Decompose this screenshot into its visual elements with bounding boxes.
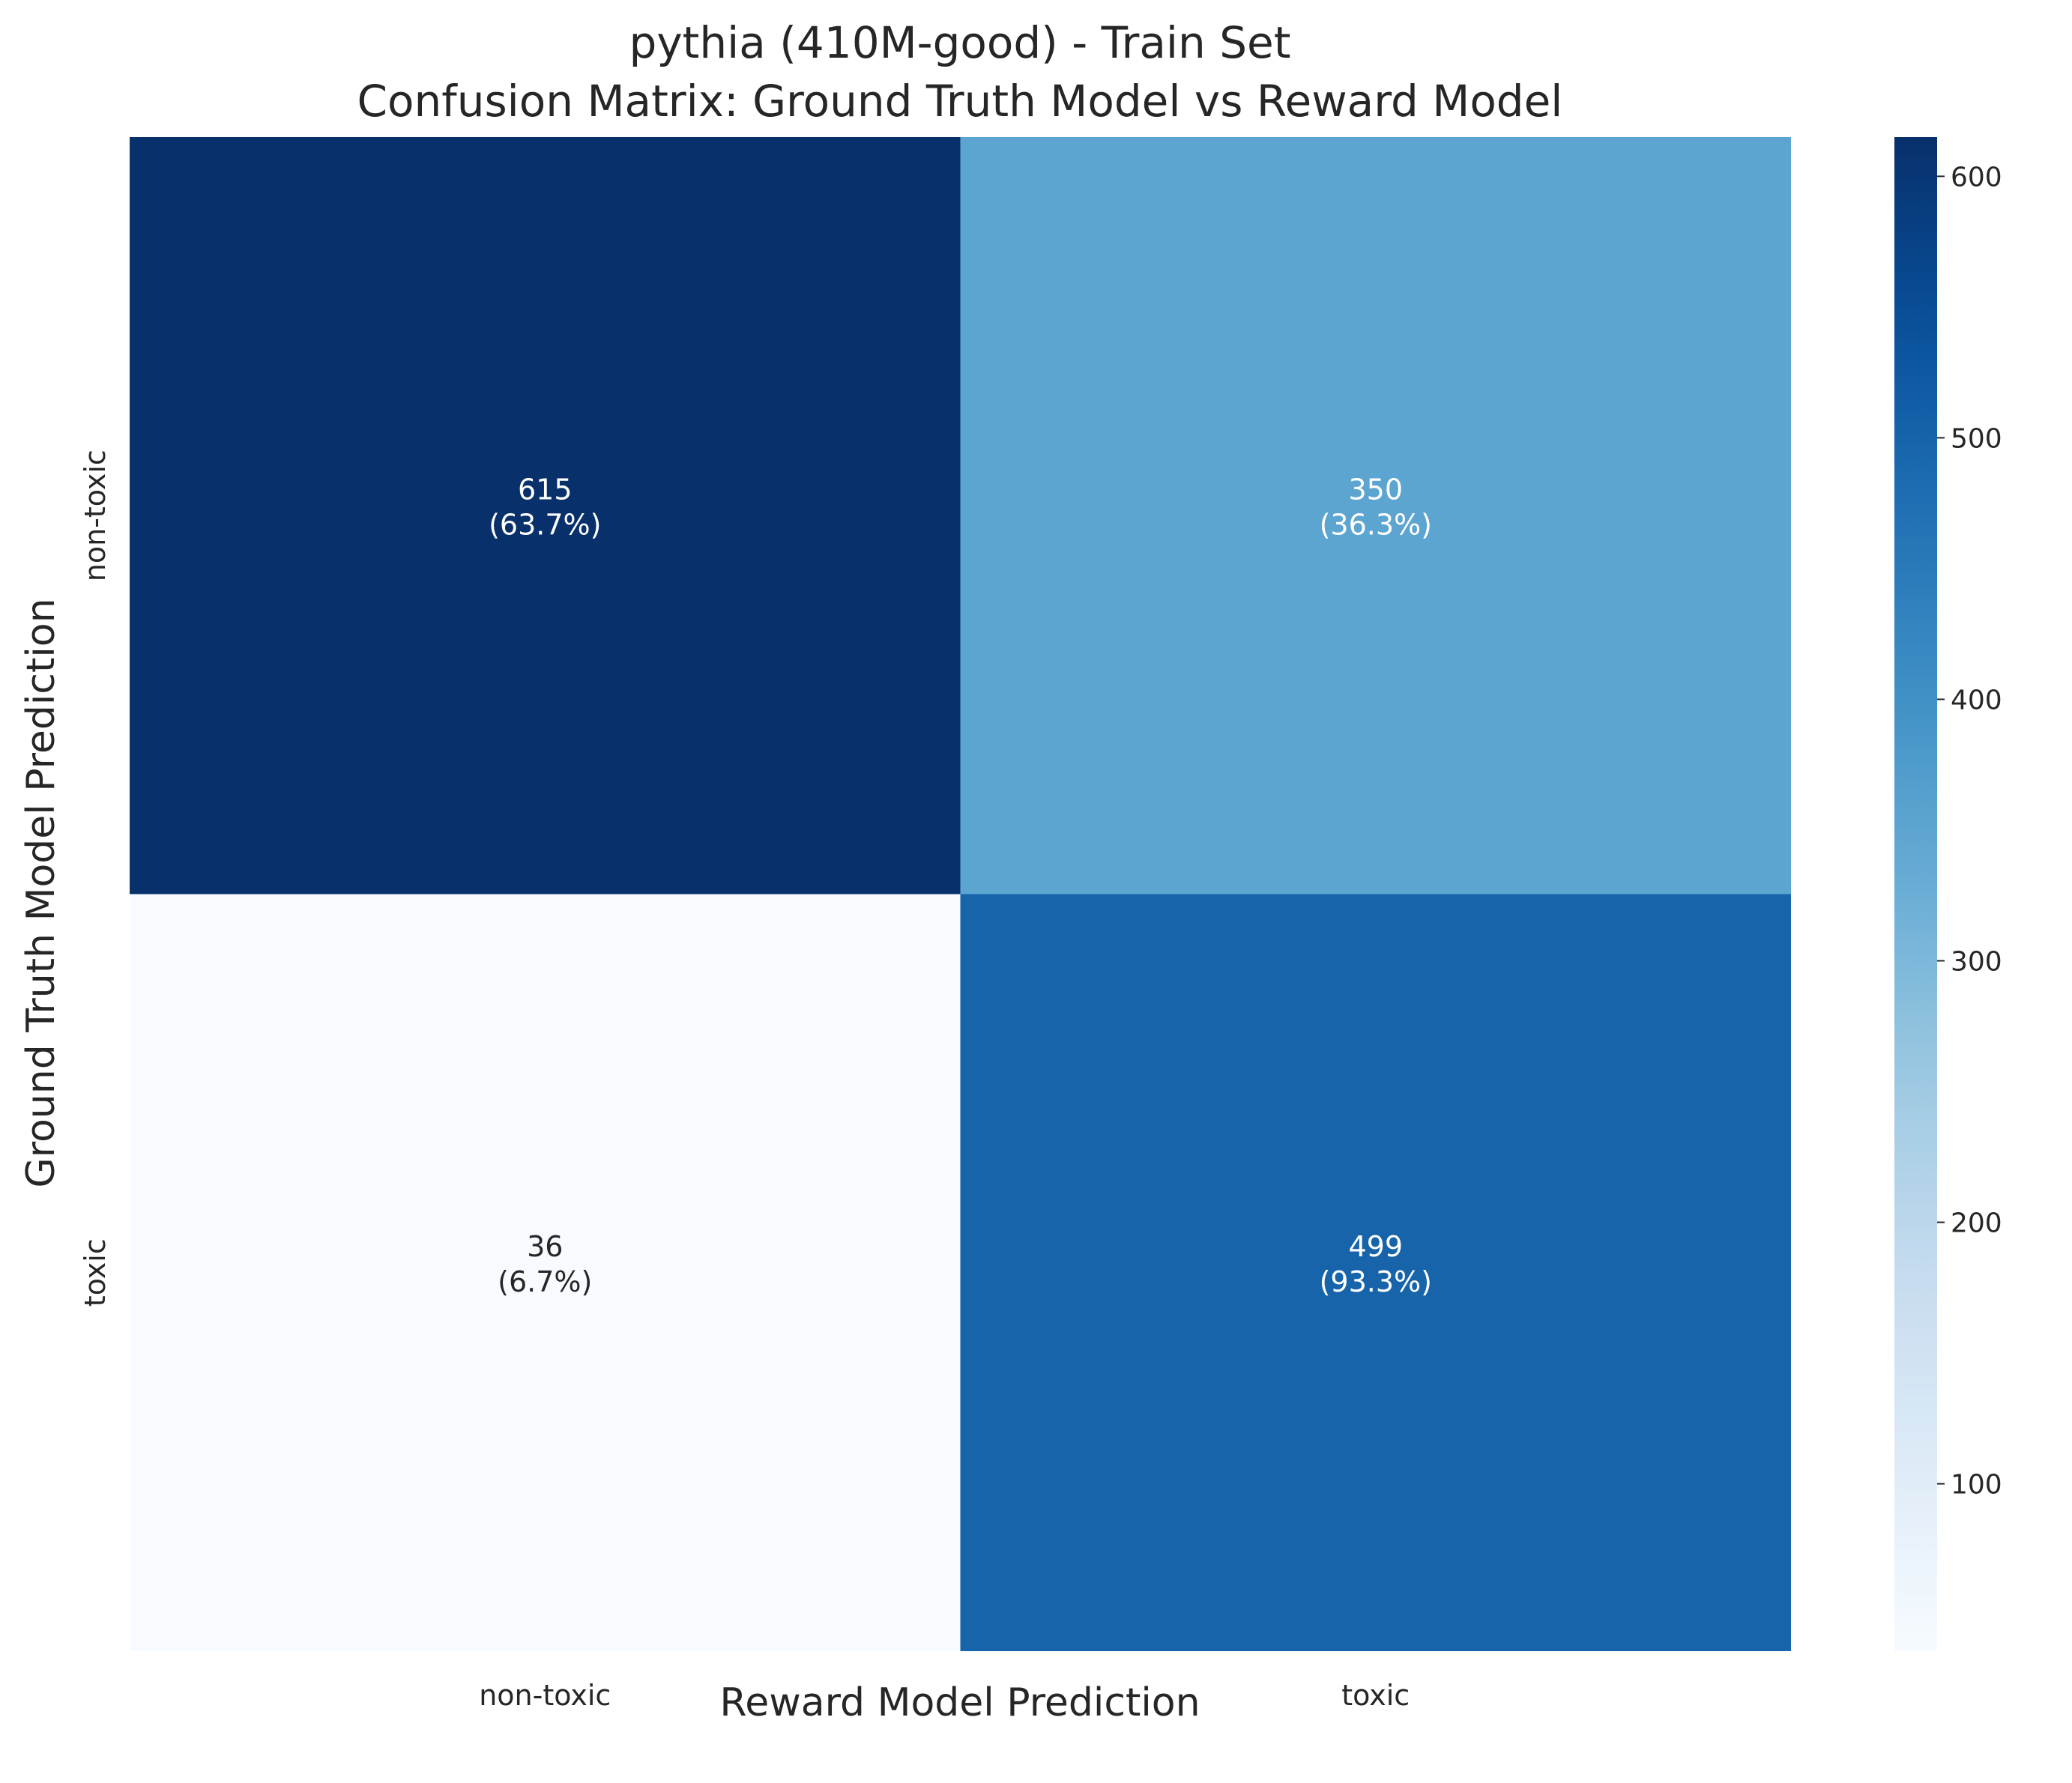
colorbar-tick-label: 600 xyxy=(1951,162,2002,193)
cell-percent-1-1: (93.3%) xyxy=(1320,1265,1432,1298)
colorbar-tick-label: 500 xyxy=(1951,423,2002,454)
y-tick-labels: non-toxic toxic xyxy=(79,449,112,1307)
colorbar-tick-label: 400 xyxy=(1951,685,2002,715)
x-tick-labels: non-toxic toxic xyxy=(479,1679,1410,1712)
heatmap-cell-1-1 xyxy=(960,894,1791,1651)
heatmap-cell-0-1 xyxy=(960,137,1791,894)
cell-count-1-1: 499 xyxy=(1348,1230,1403,1263)
cell-count-0-0: 615 xyxy=(518,473,573,506)
colorbar-tick-label: 100 xyxy=(1951,1470,2002,1501)
colorbar-ticks: 100 200 300 400 500 600 xyxy=(1937,162,2002,1501)
cell-percent-0-1: (36.3%) xyxy=(1320,508,1432,541)
heatmap-cell-1-0 xyxy=(130,894,961,1651)
heatmap-annotations: 615(63.7%) 350(36.3%) 36(6.7%) 499(93.3%) xyxy=(489,473,1432,1298)
x-axis-label: Reward Model Prediction xyxy=(719,1680,1200,1725)
colorbar-tick-label: 300 xyxy=(1951,947,2002,978)
y-tick-label: toxic xyxy=(79,1238,112,1307)
chart-title-line2: Confusion Matrix: Ground Truth Model vs … xyxy=(357,76,1563,127)
cell-count-0-1: 350 xyxy=(1348,473,1403,506)
chart-title-line1: pythia (410M-good) - Train Set xyxy=(629,17,1291,68)
y-tick-label: non-toxic xyxy=(79,449,112,581)
y-axis-label: Ground Truth Model Prediction xyxy=(19,598,64,1187)
cell-count-1-0: 36 xyxy=(527,1230,563,1263)
colorbar-tick-label: 200 xyxy=(1951,1208,2002,1239)
cell-percent-0-0: (63.7%) xyxy=(489,508,601,541)
x-tick-label: toxic xyxy=(1341,1679,1410,1712)
cell-percent-1-0: (6.7%) xyxy=(498,1265,592,1298)
x-tick-label: non-toxic xyxy=(479,1679,611,1712)
heatmap-cell-0-0 xyxy=(130,137,961,894)
heatmap-cells xyxy=(130,137,1791,1651)
colorbar xyxy=(1894,137,1937,1651)
